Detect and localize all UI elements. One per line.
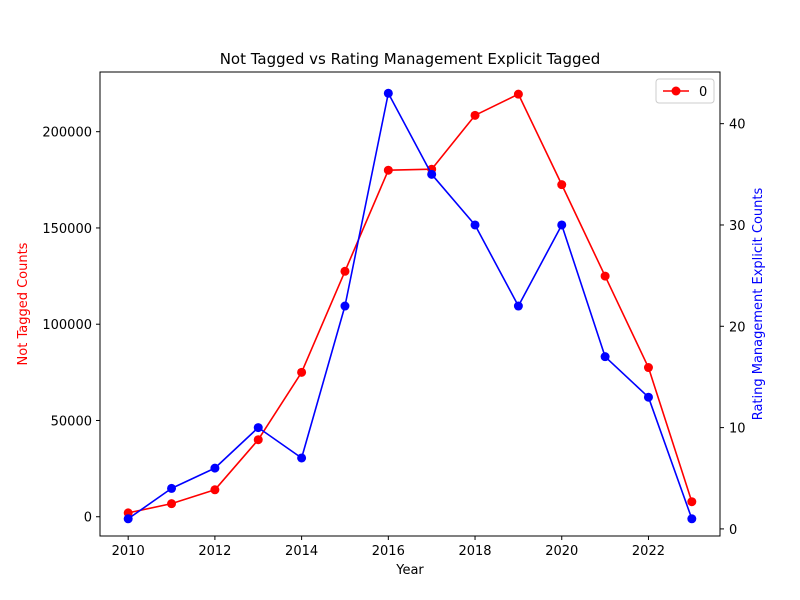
series-point-right (297, 453, 307, 463)
y-axis-right: 0 10 20 30 40 (720, 118, 746, 538)
y-axis-left: 0 50000 100000 150000 200000 (42, 126, 100, 526)
y-left-tick-label: 100000 (42, 318, 92, 333)
y-left-tick-label: 0 (84, 511, 92, 526)
series-point-right (427, 169, 437, 179)
series-point-right (253, 423, 263, 433)
y-right-tick-label: 0 (729, 523, 737, 538)
series-point-right (340, 301, 350, 311)
x-tick-label: 2020 (545, 544, 578, 559)
x-tick-label: 2014 (285, 544, 318, 559)
legend-entry-label: 0 (699, 85, 707, 100)
series-point-right (557, 220, 567, 230)
y-axis-left-label: Not Tagged Counts (16, 242, 31, 365)
plot-frame (99, 71, 721, 537)
series-point-right (643, 392, 653, 402)
x-tick-label: 2018 (458, 544, 491, 559)
x-axis: 2010 2012 2014 2016 2018 2020 2022 (112, 536, 665, 559)
y-left-tick-label: 200000 (42, 126, 92, 141)
legend-marker-swatch (671, 86, 681, 96)
series-point-right (687, 514, 697, 524)
series-point-right (210, 463, 220, 473)
y-axis-right-label: Rating Management Explicit Counts (751, 187, 766, 420)
series-point-left (383, 165, 393, 175)
series-point-right (383, 88, 393, 98)
series-line-right (127, 92, 693, 520)
series-point-left (210, 485, 220, 495)
series-point-left (600, 271, 610, 281)
y-right-tick-label: 40 (729, 118, 746, 133)
series-layer (123, 88, 697, 524)
x-axis-label: Year (395, 563, 424, 578)
x-tick-label: 2016 (372, 544, 405, 559)
series-point-left (297, 367, 307, 377)
series-point-left (687, 497, 697, 507)
y-right-tick-label: 30 (729, 219, 746, 234)
series-point-left (557, 180, 567, 190)
series-point-left (340, 266, 350, 276)
series-line-left (128, 93, 693, 514)
series-point-left (253, 435, 263, 445)
x-tick-label: 2010 (112, 544, 145, 559)
series-point-right (600, 352, 610, 362)
series-point-left (643, 363, 653, 373)
series-point-right (470, 220, 480, 230)
series-point-right (167, 483, 177, 493)
y-left-tick-label: 50000 (51, 414, 92, 429)
series-point-right (513, 301, 523, 311)
legend: 0 (655, 78, 715, 104)
y-right-tick-label: 10 (729, 422, 746, 437)
chart-title: Not Tagged vs Rating Management Explicit… (220, 50, 601, 68)
x-tick-label: 2022 (632, 544, 665, 559)
series-point-left (167, 499, 177, 509)
series-point-left (513, 89, 523, 99)
y-right-tick-label: 20 (729, 320, 746, 335)
series-point-right (123, 514, 133, 524)
x-tick-label: 2012 (198, 544, 231, 559)
series-point-left (470, 110, 480, 120)
y-left-tick-label: 150000 (42, 222, 92, 237)
